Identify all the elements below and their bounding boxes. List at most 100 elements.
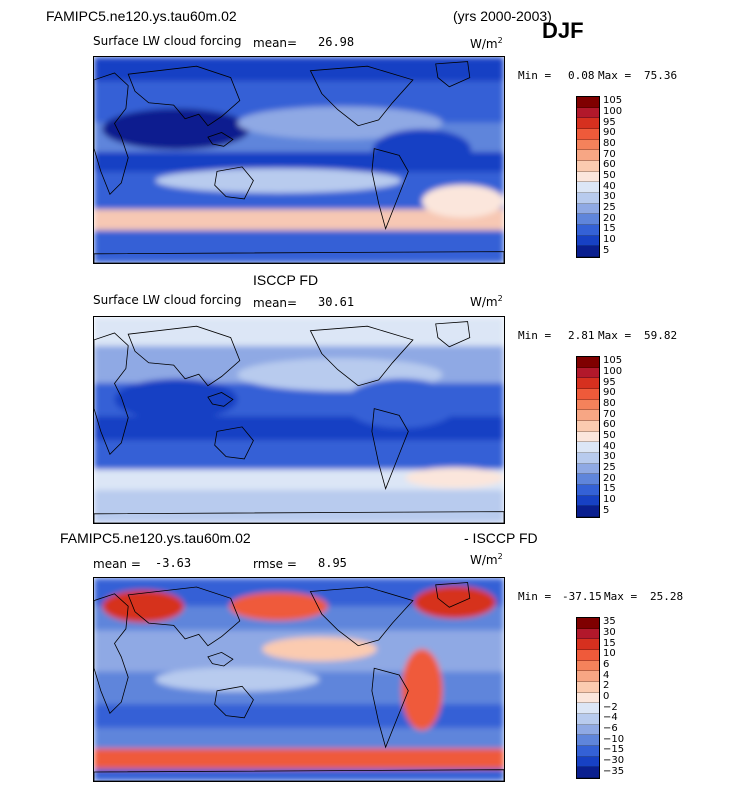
panel3-max-value: 25.28 <box>650 590 684 603</box>
colorbar-swatch <box>577 618 599 629</box>
colorbar-tick-label: 90 <box>603 127 616 139</box>
panel3-mean-label: mean = <box>93 557 141 571</box>
colorbar-swatch <box>577 442 599 453</box>
colorbar-tick-label: 40 <box>603 180 616 192</box>
colorbar-swatch <box>577 756 599 768</box>
years-label: (yrs 2000-2003) <box>453 8 552 24</box>
colorbar-tick-label: 30 <box>603 627 616 638</box>
colorbar-swatch <box>577 224 599 236</box>
panel2-mean-label: mean= <box>253 296 298 310</box>
panel3-colorbar <box>576 617 600 779</box>
colorbar-tick-label: 25 <box>603 202 616 213</box>
colorbar-tick-label: −30 <box>603 755 625 766</box>
colorbar-tick-label: 70 <box>603 408 616 420</box>
colorbar-tick-label: 50 <box>603 170 616 181</box>
colorbar-tick-label: 60 <box>603 159 616 171</box>
colorbar-tick-label: 5 <box>603 504 610 516</box>
colorbar-tick-label: 5 <box>603 244 610 256</box>
panel1-map <box>93 56 505 264</box>
colorbar-tick-label: 95 <box>603 376 616 388</box>
colorbar-swatch <box>577 107 599 119</box>
panel2-units: W/m2 <box>470 294 503 309</box>
colorbar-tick-label: 30 <box>603 191 616 203</box>
colorbar-tick-label: −2 <box>603 701 618 713</box>
colorbar-tick-label: −15 <box>603 744 625 756</box>
colorbar-swatch <box>577 649 599 661</box>
panel1-field-label: Surface LW cloud forcing <box>93 34 242 48</box>
panel1-max-value: 75.36 <box>644 69 678 82</box>
colorbar-swatch <box>577 139 599 151</box>
colorbar-swatch <box>577 745 599 757</box>
colorbar-tick-label: 30 <box>603 451 616 463</box>
panel3-rmse-label: rmse = <box>253 557 297 571</box>
colorbar-swatch <box>577 150 599 161</box>
colorbar-swatch <box>577 484 599 496</box>
colorbar-swatch <box>577 495 599 507</box>
colorbar-swatch <box>577 214 599 225</box>
colorbar-swatch <box>577 367 599 379</box>
colorbar-swatch <box>577 713 599 725</box>
panel1-mean-value: 26.98 <box>318 35 355 49</box>
colorbar-swatch <box>577 671 599 682</box>
colorbar-swatch <box>577 660 599 672</box>
colorbar-tick-label: −6 <box>603 723 618 734</box>
colorbar-swatch <box>577 388 599 400</box>
colorbar-swatch <box>577 463 599 475</box>
panel3-min-label: Min = <box>518 590 552 603</box>
panel3-mean-value: -3.63 <box>155 556 192 570</box>
colorbar-tick-label: 35 <box>603 616 616 628</box>
panel2-field-label: Surface LW cloud forcing <box>93 293 242 307</box>
case-name: FAMIPC5.ne120.ys.tau60m.02 <box>46 8 237 24</box>
colorbar-swatch <box>577 399 599 411</box>
colorbar-swatch <box>577 724 599 736</box>
colorbar-tick-label: 70 <box>603 148 616 160</box>
colorbar-swatch <box>577 192 599 204</box>
colorbar-swatch <box>577 628 599 640</box>
panel2-min-label: Min = <box>518 329 552 342</box>
colorbar-tick-label: 80 <box>603 138 616 149</box>
panel1-min-value: 0.08 <box>568 69 595 82</box>
colorbar-swatch <box>577 735 599 746</box>
colorbar-swatch <box>577 420 599 432</box>
colorbar-tick-label: 95 <box>603 116 616 128</box>
colorbar-tick-label: 60 <box>603 419 616 431</box>
colorbar-tick-label: 105 <box>603 355 623 367</box>
colorbar-swatch <box>577 767 599 778</box>
colorbar-swatch <box>577 203 599 215</box>
colorbar-tick-label: −35 <box>603 765 625 777</box>
colorbar-tick-label: 15 <box>603 637 616 649</box>
colorbar-tick-label: 6 <box>603 659 610 670</box>
season-label: DJF <box>542 18 584 43</box>
colorbar-tick-label: 20 <box>603 212 616 224</box>
panel1-min-label: Min = <box>518 69 552 82</box>
panel1-mean-label: mean= <box>253 36 298 50</box>
colorbar-tick-label: 10 <box>603 234 616 245</box>
panel2-colorbar <box>576 356 600 518</box>
colorbar-swatch <box>577 235 599 247</box>
colorbar-tick-label: 4 <box>603 669 610 681</box>
colorbar-tick-label: −10 <box>603 733 625 745</box>
panel3-max-label: Max = <box>604 590 638 603</box>
colorbar-swatch <box>577 474 599 485</box>
panel2-max-value: 59.82 <box>644 329 678 342</box>
colorbar-swatch <box>577 118 599 129</box>
colorbar-tick-label: 100 <box>603 106 623 117</box>
colorbar-tick-label: 10 <box>603 494 616 505</box>
colorbar-tick-label: 10 <box>603 648 616 660</box>
colorbar-tick-label: 2 <box>603 680 610 692</box>
colorbar-tick-label: 0 <box>603 691 610 702</box>
colorbar-swatch <box>577 506 599 517</box>
panel3-rmse-value: 8.95 <box>318 556 347 570</box>
colorbar-swatch <box>577 97 599 108</box>
colorbar-swatch <box>577 681 599 693</box>
colorbar-tick-label: 15 <box>603 223 616 235</box>
colorbar-swatch <box>577 692 599 704</box>
panel3-title-right: - ISCCP FD <box>464 530 538 546</box>
panel2-max-label: Max = <box>598 329 632 342</box>
colorbar-swatch <box>577 703 599 714</box>
colorbar-tick-label: 40 <box>603 440 616 452</box>
panel2-min-value: 2.81 <box>568 329 595 342</box>
colorbar-tick-label: 50 <box>603 430 616 441</box>
colorbar-tick-label: −4 <box>603 712 618 724</box>
colorbar-swatch <box>577 128 599 140</box>
